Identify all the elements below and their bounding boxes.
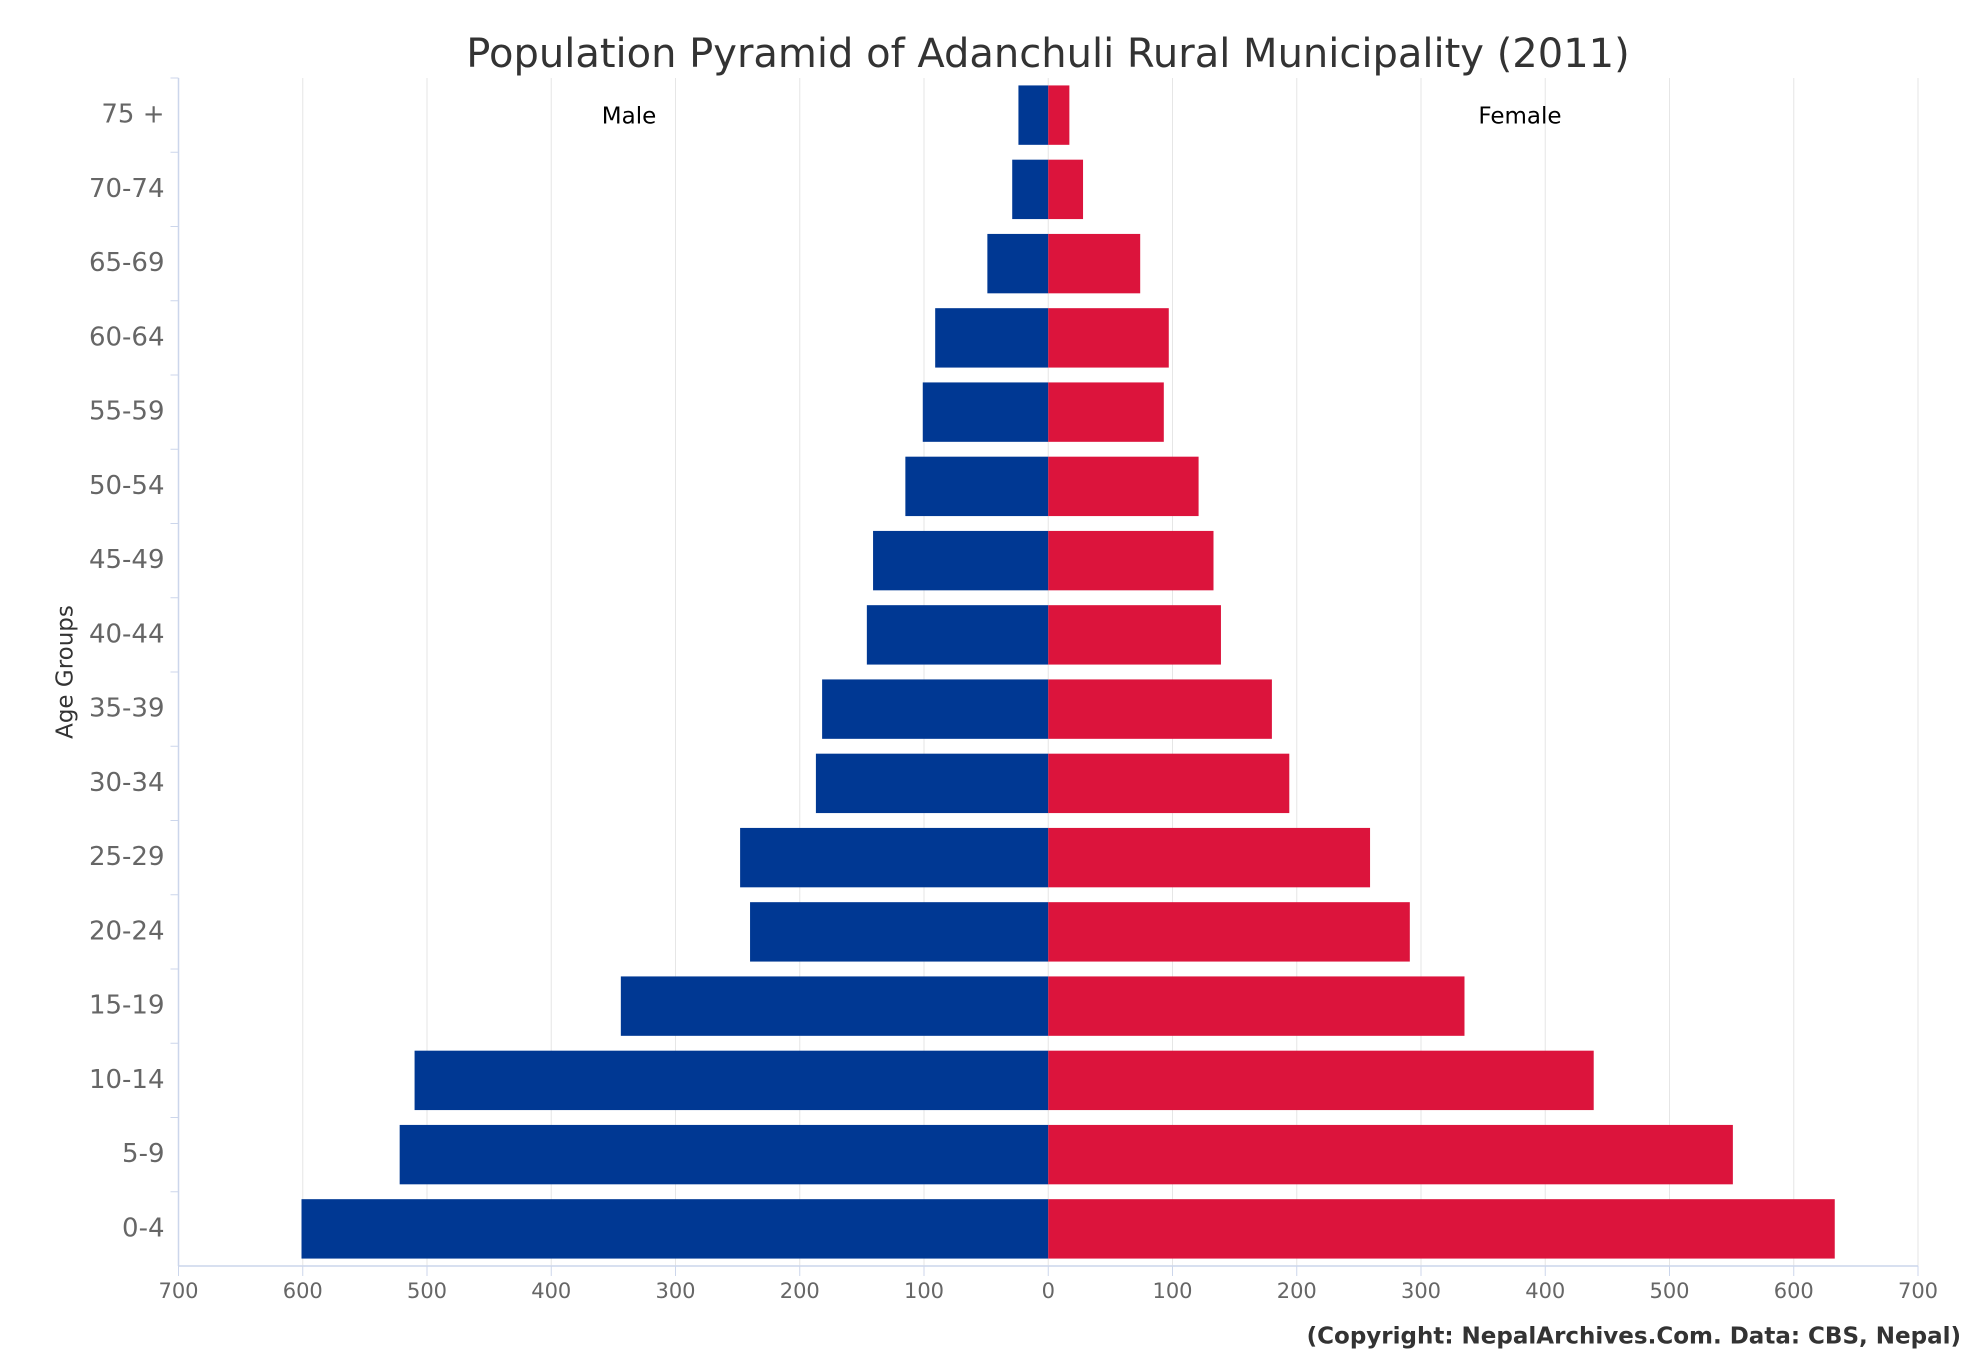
x-tick-label: 500 [1649,1279,1689,1303]
bar [1048,605,1221,665]
y-tick-label: 50-54 [89,471,165,501]
bar [1048,308,1169,368]
bar [1048,530,1214,591]
bar [922,382,1049,442]
y-tick-label: 75 + [101,100,164,130]
bar [1012,159,1049,220]
y-tick-label: 30-34 [89,768,165,798]
x-tick-label: 100 [1152,1279,1192,1303]
x-tick-label: 700 [1898,1279,1938,1303]
y-axis-title: Age Groups [53,605,79,739]
x-tick-label: 200 [780,1279,820,1303]
bar [873,530,1049,591]
y-tick-label: 25-29 [89,842,165,872]
x-tick-label: 600 [1774,1279,1814,1303]
x-tick-label: 300 [1401,1279,1441,1303]
bar [414,1050,1049,1111]
y-tick-label: 70-74 [89,174,165,204]
bar [301,1199,1049,1259]
bar [1048,827,1371,888]
x-tick-label: 200 [1277,1279,1317,1303]
x-tick-label: 600 [283,1279,323,1303]
bar [1048,902,1410,962]
bar [750,902,1049,962]
bar [399,1124,1049,1185]
bar [740,827,1049,888]
x-tick-label: 500 [407,1279,447,1303]
x-tick-label: 400 [531,1279,571,1303]
bar [1048,679,1272,739]
source-note: (Copyright: NepalArchives.Com. Data: CBS… [1307,1324,1961,1350]
y-tick-label: 65-69 [89,248,165,278]
bar [822,679,1049,739]
bar [1048,85,1070,145]
series-label: Female [1478,104,1561,130]
bar [1048,382,1164,442]
bar [1048,1050,1594,1111]
y-tick-label: 15-19 [89,991,165,1021]
y-tick-label: 5-9 [122,1139,164,1169]
y-tick-label: 45-49 [89,545,165,575]
y-tick-label: 40-44 [89,619,165,649]
chart-title: Population Pyramid of Adanchuli Rural Mu… [466,31,1629,77]
bar [815,753,1049,814]
series-label: Male [602,104,656,130]
y-tick-label: 20-24 [89,916,165,946]
bar [1048,456,1199,517]
x-tick-label: 300 [655,1279,695,1303]
bar [1048,753,1290,814]
bar [935,308,1049,368]
bar [905,456,1049,517]
bar [866,605,1049,665]
x-tick-label: 400 [1525,1279,1565,1303]
bar [1048,159,1084,220]
y-tick-label: 35-39 [89,694,165,724]
y-tick-label: 10-14 [89,1065,165,1095]
bar [1048,1124,1733,1185]
bar [987,233,1049,294]
bar [1048,1199,1835,1259]
x-tick-label: 700 [158,1279,198,1303]
bar [1018,85,1049,145]
x-tick-label: 100 [904,1279,944,1303]
y-tick-label: 0-4 [122,1213,164,1243]
x-tick-label: 0 [1042,1279,1055,1303]
y-tick-label: 55-59 [89,397,165,427]
bar [1048,233,1141,294]
bar [620,976,1049,1036]
bar [1048,976,1465,1036]
y-tick-label: 60-64 [89,322,165,352]
